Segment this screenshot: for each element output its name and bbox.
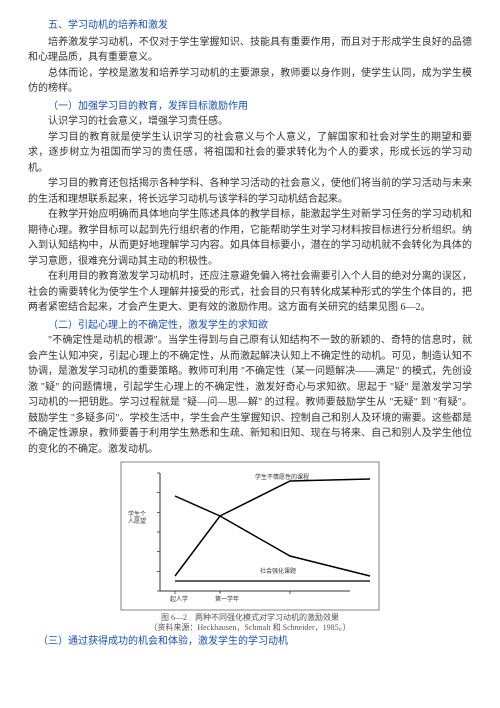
svg-text:第一学年: 第一学年	[215, 595, 239, 603]
section-5-title: 五、学习动机的培养和激发	[28, 18, 472, 34]
svg-text:学生不情愿性的课程: 学生不情愿性的课程	[255, 473, 309, 481]
sub1-paragraph-5: 在利用目的教育激发学习动机时，还应注意避免偏入将社会需要引入个人目的绝对分离的误…	[28, 269, 472, 316]
intro-paragraph-2: 总体而论，学校是激发和培养学习动机的主要源泉，教师要以身作则，使学生认同，成为学…	[28, 66, 472, 97]
intro-paragraph-1: 培养激发学习动机，不仅对于学生掌握知识、技能具有重要作用，而且对于形成学生良好的…	[28, 35, 472, 66]
sub2-paragraph-1: "不确定性是动机的根源"。当学生得到与自己原有认知结构不一致的新颖的、奇特的信息…	[28, 333, 472, 457]
sub1-paragraph-3: 学习目的教育还包括揭示各种学科、各种学习活动的社会意义，使他们将当前的学习活动与…	[28, 176, 472, 207]
sub1-paragraph-2: 学习目的教育就是使学生认识学习的社会意义与个人意义，了解国家和社会对学生的期望和…	[28, 130, 472, 177]
svg-text:社会强化课题: 社会强化课题	[260, 567, 296, 575]
svg-text:学生个: 学生个	[128, 510, 146, 518]
subsection-2-title: （二）引起心理上的不确定性，激发学生的求知欲	[28, 318, 472, 334]
figure-source: （资料来源：Heckhausen，Schmalt 和 Schneider，198…	[28, 623, 472, 633]
svg-text:人愿望: 人愿望	[128, 517, 146, 525]
svg-text:起人学: 起人学	[170, 595, 188, 603]
figure-6-2-chart: 起人学 第一学年 学生不情愿性的课程学生个人愿望社会强化课题	[120, 461, 380, 611]
subsection-1-title: （一）加强学习目的教育，发挥目标激励作用	[28, 99, 472, 115]
subsection-3-title: （三）通过获得成功的机会和体验，激发学生的学习动机	[28, 634, 472, 650]
sub1-paragraph-1: 认识学习的社会意义，增强学习责任感。	[28, 114, 472, 130]
figure-6-2-wrap: 起人学 第一学年 学生不情愿性的课程学生个人愿望社会强化课题	[28, 461, 472, 611]
sub1-paragraph-4: 在教学开始应明确而具体地向学生陈述具体的教学目标，能激起学生对新学习任务的学习动…	[28, 207, 472, 269]
figure-caption: 图 6—2 两种不同强化模式对学习动机的激励效果	[28, 613, 472, 623]
